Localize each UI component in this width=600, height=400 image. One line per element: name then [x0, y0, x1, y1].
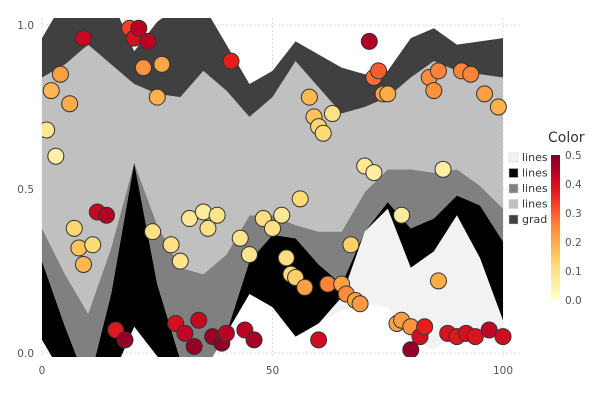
- scatter-point: [323, 105, 341, 123]
- x-tick-label: 100: [493, 365, 513, 377]
- legend[interactable]: lines lines lines lines grad: [508, 151, 548, 226]
- stream-area-0: [42, 208, 503, 357]
- scatter-point: [351, 295, 369, 313]
- scatter-point: [416, 318, 434, 336]
- colorbar-tick-label: 0.1: [565, 266, 582, 278]
- scatter-point: [144, 223, 162, 241]
- scatter-point: [273, 206, 291, 224]
- scatter-point: [61, 95, 79, 113]
- stream-area-1: [42, 162, 503, 357]
- scatter-point: [370, 62, 388, 80]
- y-tick-label: 0.5: [17, 184, 34, 196]
- legend-label-0[interactable]: lines: [522, 151, 548, 164]
- scatter-point: [194, 203, 212, 221]
- y-tick-label: 1.0: [17, 20, 34, 32]
- scatter-point: [402, 341, 420, 357]
- scatter-point: [190, 311, 208, 329]
- scatter-points: [42, 19, 512, 357]
- scatter-point: [74, 29, 92, 47]
- scatter-point: [310, 331, 328, 349]
- scatter-point: [176, 324, 194, 342]
- scatter-point: [116, 331, 134, 349]
- scatter-point: [51, 65, 69, 83]
- scatter-point: [240, 246, 258, 264]
- scatter-point: [181, 210, 199, 228]
- scatter-point: [476, 85, 494, 103]
- scatter-point: [47, 147, 65, 165]
- scatter-point: [494, 328, 512, 346]
- colorbar-title: Color: [548, 130, 585, 146]
- scatter-point: [98, 206, 116, 224]
- scatter-point: [300, 88, 318, 106]
- scatter-point: [231, 229, 249, 247]
- colorbar-tick-label: 0.4: [565, 179, 582, 191]
- scatter-point: [480, 321, 498, 339]
- scatter-point: [264, 219, 281, 237]
- scatter-point: [393, 206, 411, 224]
- scatter-point: [65, 219, 83, 237]
- scatter-point: [217, 324, 235, 342]
- scatter-point: [365, 164, 383, 182]
- x-tick-label: 0: [39, 365, 46, 377]
- colorbar-gradient[interactable]: [551, 155, 560, 300]
- y-tick-label: 0.0: [17, 348, 34, 360]
- x-tick-label: 50: [266, 365, 279, 377]
- colorbar-tick-label: 0.2: [565, 237, 582, 249]
- scatter-point: [70, 239, 88, 257]
- scatter-point: [291, 190, 309, 208]
- scatter-point: [171, 252, 189, 270]
- scatter-point: [425, 82, 443, 100]
- scatter-point: [296, 278, 314, 296]
- scatter-point: [462, 65, 480, 83]
- legend-swatch-0[interactable]: [508, 152, 519, 163]
- scatter-point: [434, 160, 452, 178]
- scatter-point: [162, 236, 180, 254]
- legend-label-3[interactable]: lines: [522, 198, 548, 211]
- legend-label-2[interactable]: lines: [522, 182, 548, 195]
- scatter-point: [245, 331, 263, 349]
- stream-area-3: [42, 44, 503, 314]
- scatter-point: [489, 98, 507, 116]
- scatter-point: [42, 82, 60, 100]
- scatter-point: [429, 62, 447, 80]
- legend-label-1[interactable]: lines: [522, 167, 548, 180]
- legend-swatch-4[interactable]: [508, 214, 519, 225]
- scatter-point: [429, 272, 447, 290]
- colorbar-tick-label: 0.0: [565, 295, 582, 307]
- scatter-point: [130, 19, 148, 37]
- scatter-point: [153, 55, 171, 73]
- scatter-point: [74, 255, 92, 273]
- scatter-point: [466, 328, 484, 346]
- scatter-point: [148, 88, 166, 106]
- scatter-point: [42, 121, 56, 139]
- legend-swatch-2[interactable]: [508, 183, 519, 194]
- scatter-point: [342, 236, 360, 254]
- scatter-point: [360, 32, 378, 50]
- scatter-point: [222, 52, 240, 70]
- scatter-point: [134, 59, 152, 77]
- scatter-point: [314, 124, 332, 142]
- scatter-point: [139, 32, 157, 50]
- stream-area-2: [42, 162, 503, 357]
- legend-swatch-1[interactable]: [508, 168, 519, 178]
- colorbar[interactable]: Color 0.0 0.1 0.2 0.3 0.4 0.5: [548, 130, 585, 307]
- scatter-point: [208, 206, 226, 224]
- scatter-point: [185, 337, 203, 355]
- legend-label-4[interactable]: grad: [522, 213, 547, 226]
- scatter-point: [84, 236, 102, 254]
- colorbar-tick-label: 0.3: [565, 208, 582, 220]
- scatter-point: [277, 249, 295, 267]
- scatter-point: [379, 85, 397, 103]
- axis-labels: 0 50 100 0.0 0.5 1.0: [17, 20, 513, 377]
- scatter-point: [199, 219, 217, 237]
- legend-swatch-3[interactable]: [508, 199, 519, 209]
- colorbar-tick-label: 0.5: [565, 150, 582, 162]
